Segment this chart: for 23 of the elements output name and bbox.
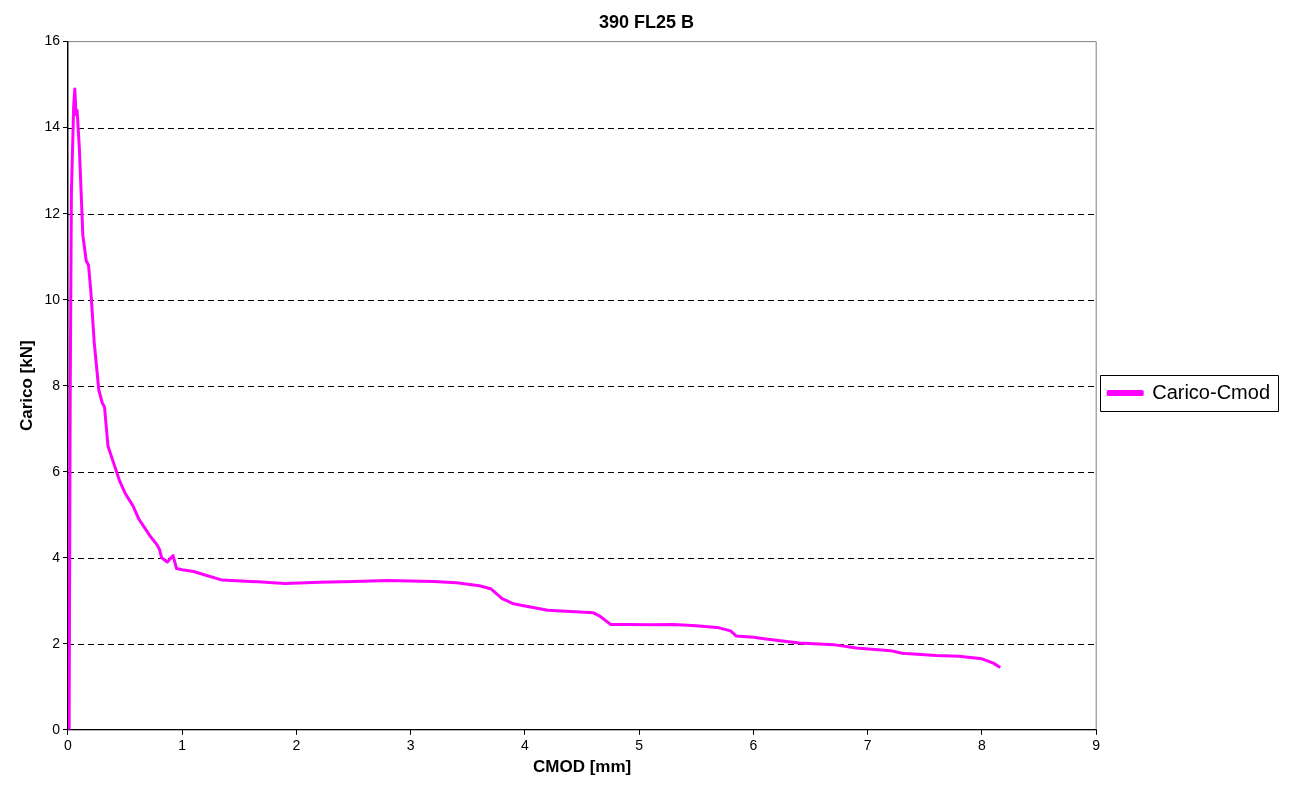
x-tick-label: 3 — [406, 737, 415, 754]
x-tick-label: 1 — [178, 737, 187, 754]
x-tick-label: 6 — [749, 737, 758, 754]
y-tick-label: 0 — [52, 720, 61, 737]
x-axis-title: CMOD [mm] — [532, 757, 632, 777]
x-tick-label: 0 — [64, 737, 73, 754]
chart-title: 390 FL25 B — [598, 11, 695, 32]
legend-label: Carico-Cmod — [1152, 380, 1271, 403]
y-tick-label: 6 — [52, 462, 61, 479]
y-tick-label: 14 — [44, 118, 61, 135]
y-tick-label: 2 — [52, 634, 61, 651]
y-tick-label: 12 — [44, 204, 61, 221]
x-tick-label: 7 — [863, 737, 872, 754]
x-tick-label: 9 — [1092, 737, 1101, 754]
x-tick-label: 8 — [978, 737, 987, 754]
y-axis-title: Carico [kN] — [16, 340, 36, 432]
x-tick-label: 5 — [635, 737, 644, 754]
y-tick-label: 10 — [44, 290, 61, 307]
x-tick-label: 2 — [292, 737, 301, 754]
y-tick-label: 4 — [52, 548, 61, 565]
y-tick-label: 8 — [52, 376, 61, 393]
x-tick-label: 4 — [521, 737, 530, 754]
y-tick-label: 16 — [44, 32, 61, 49]
